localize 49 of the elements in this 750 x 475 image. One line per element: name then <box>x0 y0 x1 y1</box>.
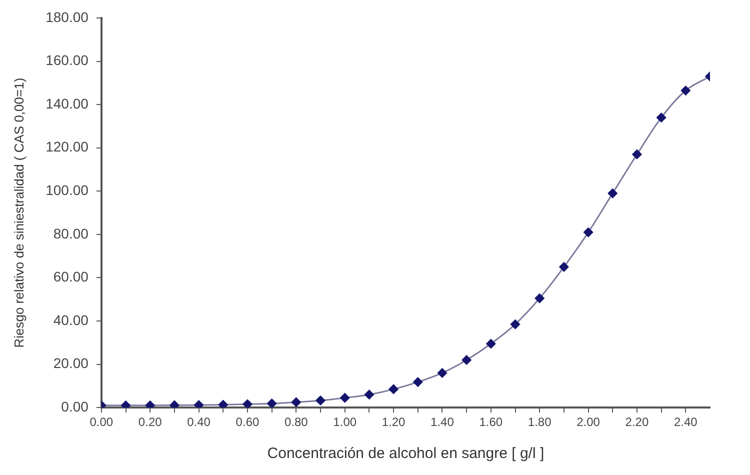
x-tick-label: 1.20 <box>382 415 406 430</box>
y-tick-label: 60.00 <box>53 268 89 285</box>
x-tick-label: 1.80 <box>528 415 552 430</box>
point <box>291 397 301 407</box>
x-tick-label: 2.20 <box>625 415 649 430</box>
point <box>608 188 618 198</box>
x-tick-label: 0.60 <box>236 415 260 430</box>
x-tick-label: 2.00 <box>576 415 600 430</box>
point <box>413 377 423 387</box>
point <box>121 400 131 408</box>
point <box>194 400 204 408</box>
point <box>632 150 642 160</box>
y-tick-label: 140.00 <box>46 95 89 112</box>
x-tick-label: 0.20 <box>138 415 162 430</box>
point <box>437 368 447 378</box>
point <box>559 262 569 272</box>
point <box>267 398 277 408</box>
y-tick-label: 180.00 <box>46 8 89 25</box>
point <box>218 400 228 408</box>
point <box>388 384 398 394</box>
point <box>486 339 496 348</box>
point <box>242 399 252 408</box>
point <box>145 400 155 408</box>
x-tick-label: 0.80 <box>284 415 308 430</box>
point <box>340 393 350 403</box>
x-tick-label: 2.40 <box>674 415 698 430</box>
y-axis-title: Riesgo relativo de siniestralidad ( CAS 0,00=1) <box>11 78 26 348</box>
point <box>510 320 520 330</box>
y-tick-label: 20.00 <box>53 355 89 372</box>
y-tick-label: 100.00 <box>46 182 89 198</box>
y-tick-label: 40.00 <box>53 312 89 328</box>
x-tick-label: 1.60 <box>479 415 503 430</box>
x-axis-title: Concentración de alcohol en sangre [ g/l ] <box>267 445 544 462</box>
point <box>680 86 690 96</box>
point <box>170 400 180 408</box>
point <box>316 396 326 406</box>
x-tick-label: 0.40 <box>187 415 211 430</box>
point <box>462 355 472 365</box>
y-tick-label: 120.00 <box>46 138 89 155</box>
point <box>584 228 594 238</box>
point <box>656 112 666 122</box>
y-tick-label: 0.00 <box>61 398 89 414</box>
x-tick-label: 1.00 <box>333 415 357 430</box>
x-tick-label: 1.40 <box>430 415 454 430</box>
x-tick-label: 0.00 <box>90 415 114 430</box>
y-tick-label: 160.00 <box>46 52 89 68</box>
point <box>534 294 544 304</box>
y-tick-label: 80.00 <box>53 225 89 242</box>
point <box>364 390 374 400</box>
